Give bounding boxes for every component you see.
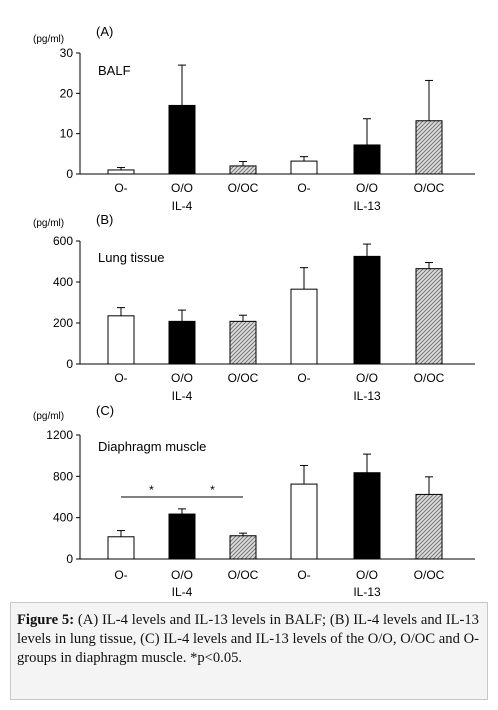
bar — [415, 493, 443, 560]
bar — [107, 315, 135, 365]
caption-label: Figure 5: — [17, 612, 75, 628]
y-tick-label: 0 — [66, 552, 73, 566]
bar — [107, 169, 135, 175]
panel-title: Lung tissue — [98, 250, 165, 265]
x-tick-label: O/OC — [414, 181, 445, 195]
y-tick-label: 400 — [53, 511, 73, 525]
bar — [107, 536, 135, 560]
figure-caption: Figure 5: (A) IL-4 levels and IL-13 leve… — [10, 602, 488, 700]
x-tick-label: O- — [297, 568, 310, 582]
bar — [229, 320, 257, 365]
x-group-label: IL-4 — [172, 389, 193, 403]
x-tick-label: O/O — [171, 371, 193, 385]
bar — [415, 120, 443, 175]
x-tick-label: O/OC — [228, 371, 259, 385]
y-tick-label: 10 — [60, 127, 74, 141]
x-group-label: IL-13 — [353, 199, 381, 213]
x-tick-label: O/O — [356, 371, 378, 385]
y-tick-label: 1200 — [46, 428, 73, 442]
y-tick-label: 800 — [53, 469, 73, 483]
bar — [290, 160, 318, 175]
x-tick-label: O/O — [171, 568, 193, 582]
x-tick-label: O/OC — [228, 181, 259, 195]
x-tick-label: O- — [114, 568, 127, 582]
y-tick-label: 600 — [53, 234, 73, 248]
bar — [353, 472, 381, 560]
panel-label: (C) — [96, 403, 114, 418]
x-tick-label: O/O — [171, 181, 193, 195]
y-unit-label: (pg/ml) — [33, 411, 64, 422]
bar — [353, 255, 381, 365]
bar — [290, 288, 318, 365]
bar — [229, 165, 257, 175]
x-tick-label: O- — [114, 181, 127, 195]
significance-marker: * — [149, 483, 154, 497]
x-tick-label: O/OC — [414, 568, 445, 582]
y-unit-label: (pg/ml) — [33, 218, 64, 229]
y-tick-label: 30 — [60, 46, 74, 60]
x-tick-label: O- — [297, 181, 310, 195]
figure-charts: (A) (pg/ml) BALF 0 10 20 30 O- O/O O/OC O- O/O O/OC I… — [33, 24, 475, 599]
panel-title: BALF — [98, 63, 131, 78]
x-group-label: IL-4 — [172, 199, 193, 213]
significance-marker: * — [210, 483, 215, 497]
y-tick-label: 0 — [66, 357, 73, 371]
panel-label: (A) — [96, 24, 113, 39]
y-unit-label: (pg/ml) — [33, 34, 64, 45]
x-tick-label: O/O — [356, 181, 378, 195]
bar — [353, 144, 381, 175]
bar — [415, 268, 443, 365]
bar — [168, 104, 196, 175]
y-tick-label: 0 — [66, 167, 73, 181]
y-tick-label: 20 — [60, 86, 74, 100]
caption-text: (A) IL-4 levels and IL-13 levels in BALF… — [17, 612, 479, 666]
x-tick-label: O/O — [356, 568, 378, 582]
bar — [168, 513, 196, 560]
x-tick-label: O- — [114, 371, 127, 385]
y-tick-label: 400 — [53, 275, 73, 289]
bar — [290, 483, 318, 560]
x-group-label: IL-4 — [172, 585, 193, 599]
bar — [168, 320, 196, 365]
x-group-label: IL-13 — [353, 585, 381, 599]
x-tick-label: O/OC — [414, 371, 445, 385]
x-tick-label: O/OC — [228, 568, 259, 582]
panel-title: Diaphragm muscle — [98, 439, 206, 454]
y-tick-label: 200 — [53, 316, 73, 330]
bar — [229, 535, 257, 560]
x-group-label: IL-13 — [353, 389, 381, 403]
x-tick-label: O- — [297, 371, 310, 385]
panel-label: (B) — [96, 212, 113, 227]
